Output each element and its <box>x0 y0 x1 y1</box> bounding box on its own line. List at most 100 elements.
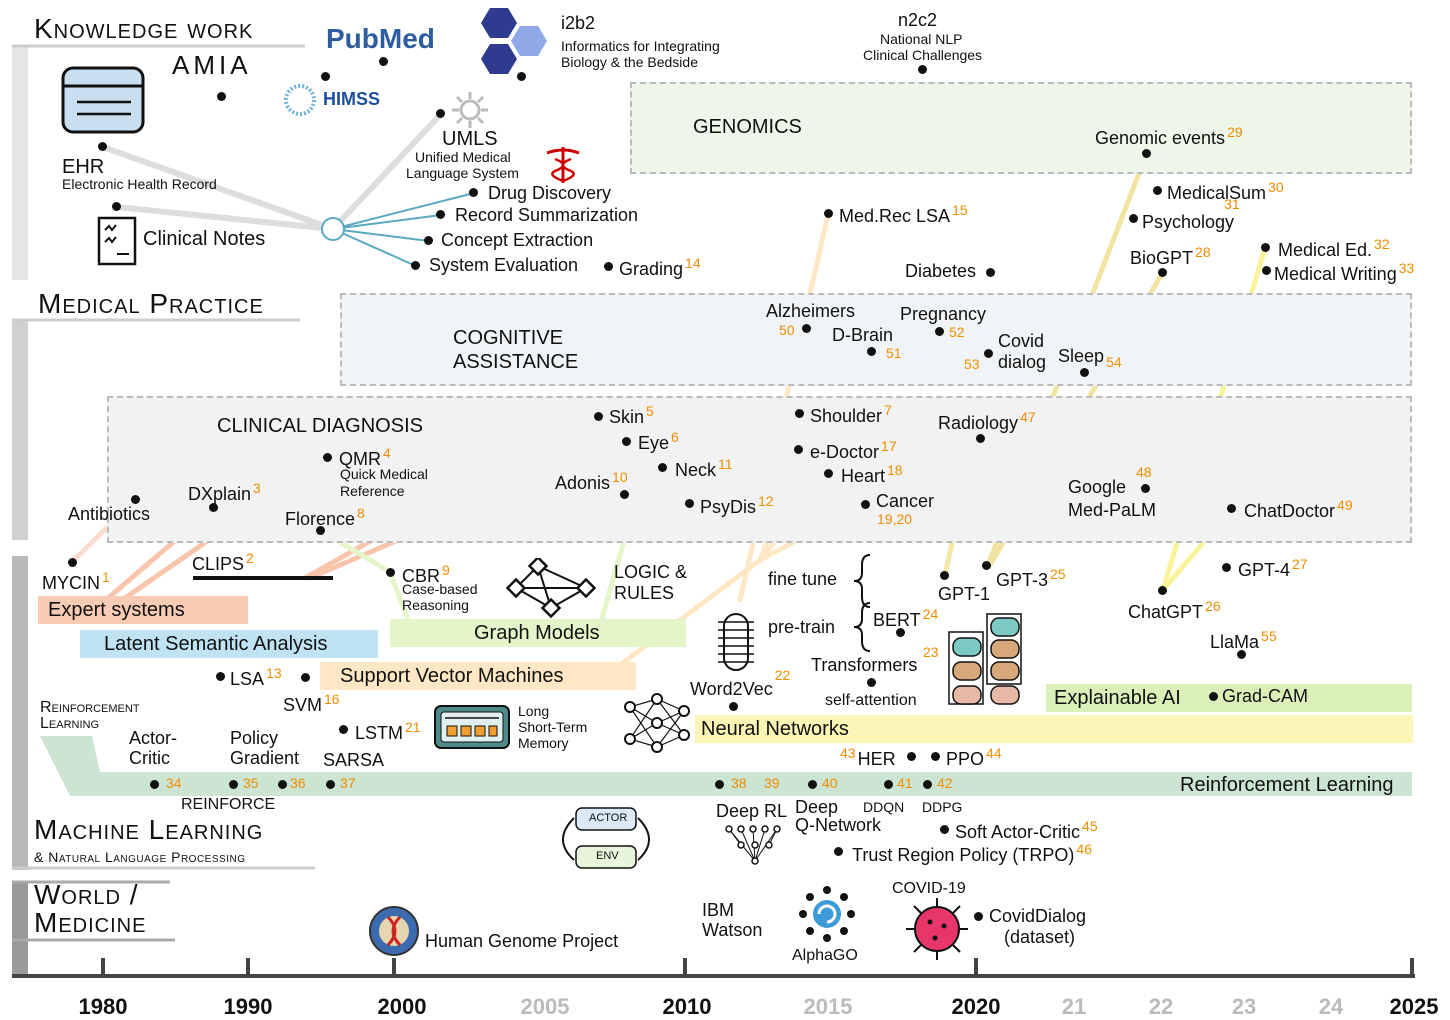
ddqn-label: DDQN <box>863 799 905 815</box>
lstm-desc-1: Long <box>518 703 550 719</box>
genomics-box <box>630 82 1412 174</box>
word2vec-label: Word2Vec22 <box>690 667 791 699</box>
covid-dialog-dataset-2: (dataset) <box>1004 927 1076 947</box>
himss-logo: HIMSS <box>323 89 381 109</box>
ddpg-label: DDPG <box>922 799 963 815</box>
lsa-band: Latent Semantic Analysis <box>80 630 378 658</box>
task-dot-1 <box>469 188 478 197</box>
edoctor-dot <box>794 445 803 454</box>
psychology-dot <box>1129 214 1138 223</box>
radiology-label: Radiology 47 <box>938 409 1036 433</box>
expert-systems-band: Expert systems <box>38 596 248 624</box>
pregnancy-ref: 52 <box>949 324 965 340</box>
pubmed-dot <box>379 57 388 66</box>
adonis-dot <box>620 490 629 499</box>
env-box-label: ENV <box>596 850 619 862</box>
alzheimers-dot <box>802 324 811 333</box>
cbr-dot <box>386 568 395 577</box>
actor-box-label: ACTOR <box>589 812 628 824</box>
lstm-desc-2: Short-Term <box>518 719 588 735</box>
genomic-events-label: Genomic events 29 <box>1095 124 1243 148</box>
rl-dot-34 <box>150 780 159 789</box>
covid-dialog-dataset-dot <box>974 912 983 921</box>
sleep-label: Sleep 54 <box>1058 346 1122 370</box>
gpt1-label: GPT-1 <box>938 584 991 604</box>
actor-env-icon <box>562 807 650 869</box>
task-record-summarization: Record Summarization <box>455 205 639 225</box>
antibiotics-dot <box>131 495 140 504</box>
google-ref: 48 <box>1136 464 1152 480</box>
task-dot-3 <box>424 236 433 245</box>
sac-dot <box>940 825 949 834</box>
gpt3-dot <box>982 561 991 570</box>
ppo-label: PPO 44 <box>946 745 1002 769</box>
gpt1-dot <box>940 571 949 580</box>
task-drug-discovery: Drug Discovery <box>488 183 612 203</box>
chatdoctor-label: ChatDoctor 49 <box>1244 497 1353 521</box>
pre-train-label: pre-train <box>768 617 836 637</box>
year-1980: 1980 <box>78 994 128 1019</box>
dxplain-label: DXplain 3 <box>188 480 261 504</box>
covid-virus-icon <box>906 898 968 960</box>
umls-label: UMLS <box>442 128 498 150</box>
svm-dot <box>301 673 310 682</box>
genomics-label: GENOMICS <box>693 116 802 138</box>
qmr-dot <box>323 453 332 462</box>
amia-dot <box>217 92 226 101</box>
sarsa-label: SARSA <box>323 750 385 770</box>
neck-label: Neck 11 <box>675 456 733 480</box>
genomic-events-dot <box>1142 149 1151 158</box>
year-2020: 2020 <box>951 994 1001 1019</box>
i2b2-icon <box>481 8 547 74</box>
google-dot <box>1141 484 1150 493</box>
medicalsum-dot <box>1153 186 1162 195</box>
umls-icon <box>452 92 488 128</box>
amia-logo: AMIA <box>172 50 252 80</box>
graph-model-icon <box>506 558 596 619</box>
qmr-label: QMR 4 <box>339 445 391 469</box>
logic-label-2: RULES <box>614 583 675 603</box>
chatgpt-dot <box>1158 586 1167 595</box>
chatgpt-label: ChatGPT 26 <box>1128 598 1221 622</box>
rl-ref-38: 38 <box>731 775 747 791</box>
self-attention-dot <box>867 678 876 687</box>
alphago-label: AlphaGO <box>792 947 858 964</box>
qmr-desc-2: Reference <box>340 483 405 499</box>
florence-label: Florence 8 <box>285 505 365 529</box>
policy-gradient-label-1: Policy <box>230 728 279 748</box>
actor-critic-label-1: Actor- <box>129 728 178 748</box>
reinforce-label: REINFORCE <box>181 796 276 813</box>
trpo-dot <box>834 847 843 856</box>
dbrain-dot <box>867 347 876 356</box>
word2vec-icon <box>718 613 754 671</box>
year-2025: 2025 <box>1389 994 1439 1019</box>
radiology-dot <box>976 434 985 443</box>
n2c2-dot <box>918 65 927 74</box>
gpt4-dot <box>1222 563 1231 572</box>
psychology-label: Psychology31 <box>1142 196 1240 232</box>
rl-dot-37 <box>326 780 335 789</box>
clinical-notes-icon <box>97 216 137 266</box>
ehr-icon <box>61 66 145 134</box>
logic-label-1: LOGIC & <box>614 562 688 582</box>
task-concept-extraction: Concept Extraction <box>441 230 594 250</box>
alzheimers-ref: 50 <box>779 322 795 338</box>
cbr-desc-2: Reasoning <box>402 597 469 613</box>
rl-ref-36: 36 <box>290 775 306 791</box>
medical-ed-dot <box>1261 243 1270 252</box>
covid-dialog-label-2: dialog <box>998 352 1047 372</box>
transformers-label: Transformers <box>811 655 918 675</box>
cognitive-label-1: COGNITIVE <box>453 327 564 349</box>
n2c2-title: n2c2 <box>898 10 938 30</box>
medrec-label: Med.Rec LSA 15 <box>839 202 968 226</box>
clinical-diagnosis-box <box>107 396 1412 543</box>
gpt4-label: GPT-4 27 <box>1238 556 1308 580</box>
i2b2-dot <box>517 72 526 81</box>
ehr-dot <box>98 142 107 151</box>
covid-dialog-ref: 53 <box>964 356 980 372</box>
chatdoctor-dot <box>1227 504 1236 513</box>
himss-dot <box>321 72 330 81</box>
cognitive-assistance-box <box>340 293 1412 386</box>
ibm-label-2: Watson <box>702 920 763 940</box>
lstm-label: LSTM 21 <box>355 719 421 743</box>
